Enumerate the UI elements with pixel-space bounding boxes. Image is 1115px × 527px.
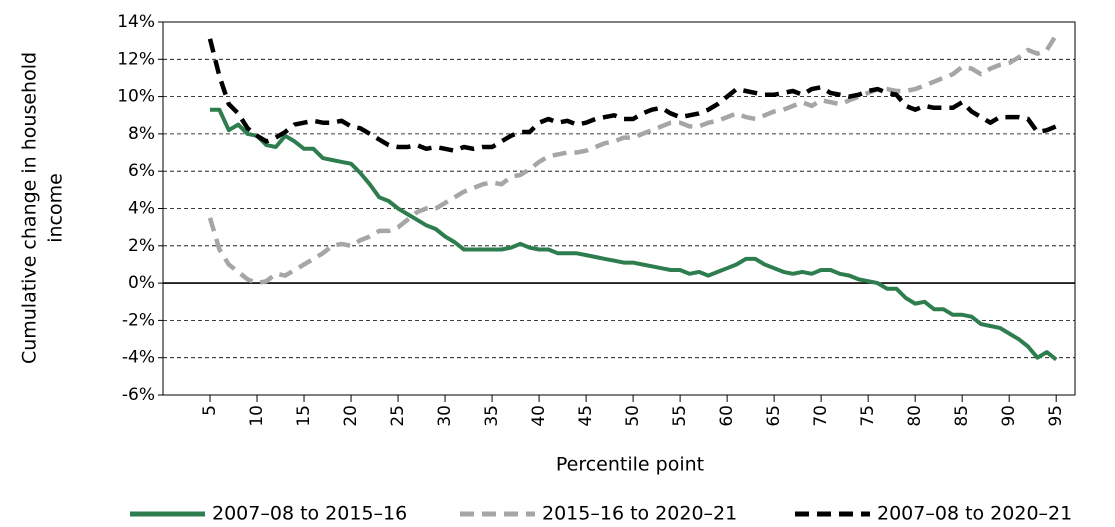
legend-label: 2007–08 to 2015–16	[212, 503, 407, 525]
y-tick-label: 12%	[117, 49, 155, 69]
x-tick-label: 20	[341, 405, 361, 427]
x-tick-label: 55	[670, 405, 690, 427]
x-tick-label: 90	[999, 405, 1019, 427]
y-tick-label: 2%	[128, 236, 155, 256]
y-tick-label: -6%	[122, 385, 155, 405]
x-tick-label: 75	[858, 405, 878, 427]
x-tick-label: 80	[905, 405, 925, 427]
x-tick-label: 25	[388, 405, 408, 427]
y-tick-label: 6%	[128, 161, 155, 181]
x-tick-label: 45	[576, 405, 596, 427]
y-axis-label: income	[45, 173, 67, 243]
x-tick-label: 70	[811, 405, 831, 427]
x-tick-label: 30	[435, 405, 455, 427]
y-tick-label: 14%	[117, 12, 155, 32]
legend-label: 2007–08 to 2020–21	[877, 503, 1072, 525]
series-line	[210, 107, 1058, 362]
x-tick-label: 95	[1046, 405, 1066, 427]
x-tick-label: 40	[529, 405, 549, 427]
x-tick-label: 15	[294, 405, 314, 427]
x-tick-label: 60	[717, 405, 737, 427]
x-tick-label: 10	[247, 405, 267, 427]
y-tick-label: 8%	[128, 124, 155, 144]
y-tick-label: -2%	[122, 310, 155, 330]
y-axis-label: Cumulative change in household	[19, 52, 41, 364]
x-tick-label: 35	[482, 405, 502, 427]
y-tick-label: 4%	[128, 199, 155, 219]
series-line	[207, 33, 1059, 286]
y-tick-label: 10%	[117, 87, 155, 107]
y-tick-label: -4%	[122, 348, 155, 368]
x-tick-label: 50	[623, 405, 643, 427]
y-tick-label: 0%	[128, 273, 155, 293]
x-tick-label: 5	[200, 405, 220, 416]
legend-label: 2015–16 to 2020–21	[542, 503, 737, 525]
x-axis-label: Percentile point	[556, 454, 704, 476]
series-line	[207, 38, 1058, 153]
x-tick-label: 85	[952, 405, 972, 427]
x-tick-label: 65	[764, 405, 784, 427]
